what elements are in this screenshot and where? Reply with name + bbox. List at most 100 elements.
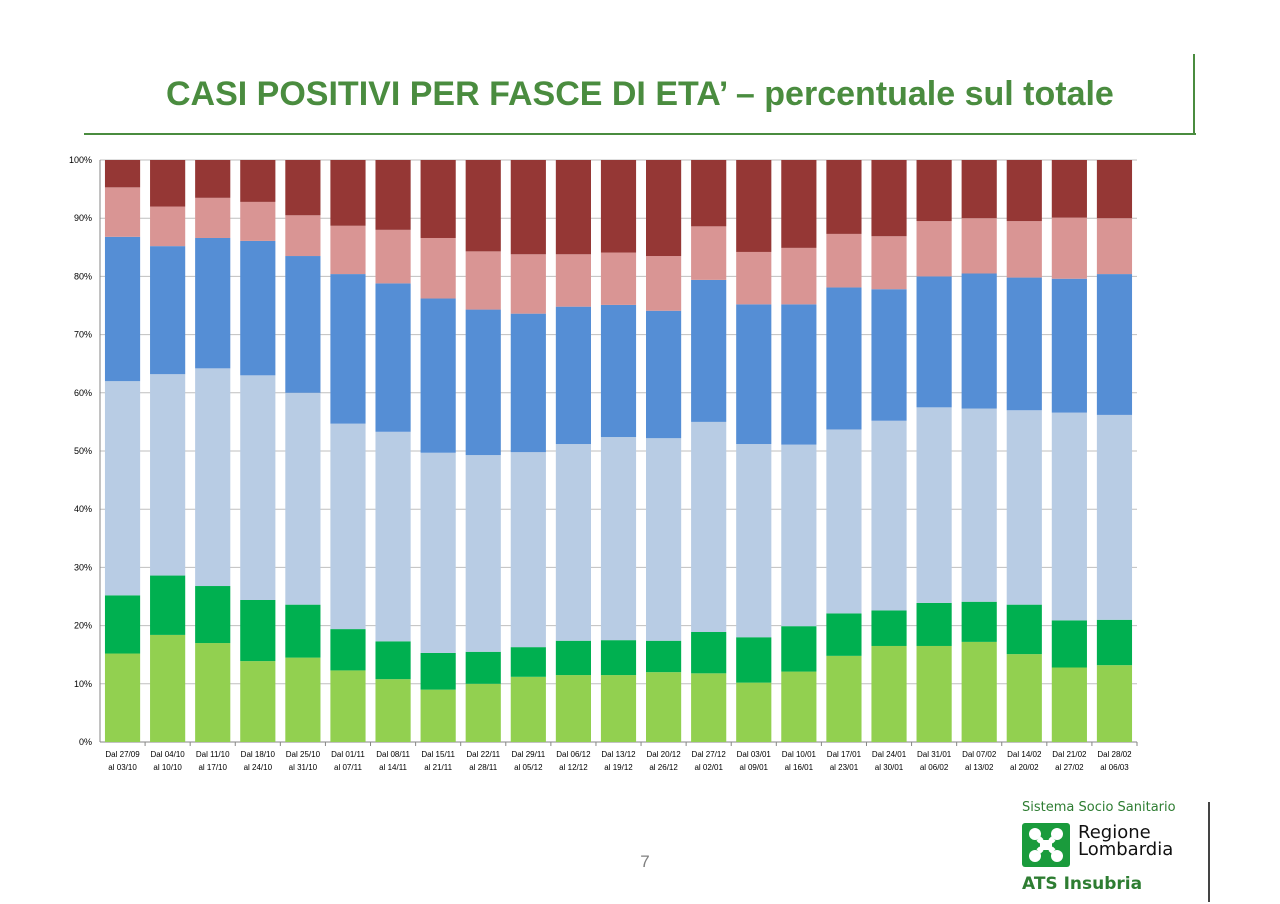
bar-segment	[961, 160, 997, 219]
x-tick-label: al 17/10	[198, 763, 227, 772]
x-tick-label: al 14/11	[379, 763, 407, 772]
y-tick-label: 100%	[69, 155, 92, 165]
regione-lombardia-cross-icon	[1022, 823, 1070, 867]
bar-segment	[1096, 274, 1133, 415]
bar-segment	[961, 408, 997, 602]
x-tick-label: Dal 11/10	[196, 750, 230, 759]
x-tick-label: al 06/03	[1100, 763, 1129, 772]
bar-segment	[555, 640, 591, 676]
bar-segment	[285, 604, 321, 658]
bar-segment	[375, 160, 411, 230]
bar-segment	[736, 251, 772, 305]
x-tick-label: Dal 08/11	[376, 750, 410, 759]
x-tick-label: Dal 27/09	[105, 750, 140, 759]
x-tick-label: al 30/01	[875, 763, 904, 772]
bar-segment	[195, 197, 231, 238]
x-tick-label: al 02/01	[694, 763, 723, 772]
bar-segment	[1051, 667, 1087, 742]
bar-segment	[646, 160, 682, 257]
x-tick-label: al 07/11	[334, 763, 362, 772]
bar-segment	[510, 452, 546, 648]
y-tick-label: 30%	[74, 562, 92, 572]
bar-segment	[510, 160, 546, 255]
bar-segment	[646, 310, 682, 439]
bar-segment	[1096, 218, 1133, 275]
bar-segment	[871, 289, 907, 421]
bar-segment	[465, 683, 501, 742]
bar-segment	[195, 237, 231, 369]
bar-segment	[555, 160, 591, 255]
bar-segment	[285, 160, 321, 216]
x-tick-label: Dal 14/02	[1007, 750, 1042, 759]
bar-segment	[961, 218, 997, 274]
bar-segment	[375, 641, 411, 680]
title-side-rule	[1193, 54, 1195, 134]
bar-segment	[961, 601, 997, 642]
x-tick-label: al 21/11	[424, 763, 452, 772]
bar-segment	[1096, 665, 1133, 742]
ats-insubria-logo: Sistema Socio Sanitario Regione Lombardi…	[1020, 800, 1200, 900]
bar-segment	[871, 160, 907, 237]
bar-segment	[555, 306, 591, 445]
bar-segment	[150, 575, 186, 635]
bar-segment	[1051, 412, 1087, 621]
x-tick-label: al 09/01	[740, 763, 769, 772]
x-tick-label: Dal 20/12	[646, 750, 681, 759]
bar-segment	[871, 610, 907, 646]
bar-segment	[691, 632, 727, 674]
bar-segment	[916, 221, 952, 277]
x-tick-label: al 31/10	[289, 763, 318, 772]
x-tick-label: al 10/10	[153, 763, 182, 772]
x-tick-label: Dal 31/01	[917, 750, 952, 759]
bar-segment	[691, 226, 727, 280]
bar-segment	[781, 160, 817, 248]
bar-segment	[330, 225, 366, 275]
bar-segment	[1006, 410, 1042, 605]
bar-segment	[240, 599, 276, 662]
bar-segment	[195, 368, 231, 587]
bar-segment	[285, 657, 321, 742]
x-tick-label: Dal 04/10	[151, 750, 186, 759]
bar-segment	[465, 309, 501, 456]
x-tick-label: Dal 17/01	[827, 750, 862, 759]
x-tick-label: Dal 29/11	[511, 750, 545, 759]
logo-region-line1: Regione	[1078, 822, 1151, 843]
bar-segment	[150, 246, 186, 375]
bar-segment	[420, 160, 456, 238]
x-tick-label: Dal 06/12	[556, 750, 591, 759]
bar-segment	[285, 392, 321, 605]
y-tick-label: 90%	[74, 213, 92, 223]
bar-segment	[1006, 277, 1042, 411]
logo-region-text: Regione Lombardia	[1078, 822, 1173, 859]
x-tick-label: al 12/12	[559, 763, 588, 772]
bar-segment	[375, 283, 411, 432]
x-tick-label: al 16/01	[785, 763, 814, 772]
x-tick-label: al 13/02	[965, 763, 994, 772]
bar-segment	[465, 455, 501, 652]
bar-segment	[1096, 160, 1133, 219]
bar-segment	[555, 254, 591, 307]
x-tick-label: Dal 18/10	[241, 750, 276, 759]
bar-segment	[375, 431, 411, 642]
bar-segment	[195, 160, 231, 198]
bar-segment	[871, 645, 907, 742]
bar-segment	[104, 381, 141, 596]
bar-segment	[916, 602, 952, 646]
bar-segment	[1051, 620, 1087, 668]
bar-segment	[916, 645, 952, 742]
bar-segment	[285, 256, 321, 393]
bar-segment	[420, 237, 456, 299]
bar-segment	[781, 247, 817, 305]
x-tick-label: Dal 07/02	[962, 750, 997, 759]
bar-segment	[916, 160, 952, 222]
bar-segment	[826, 655, 862, 742]
bar-segment	[916, 276, 952, 408]
bar-segment	[510, 254, 546, 314]
x-tick-label: Dal 01/11	[331, 750, 365, 759]
x-tick-label: al 24/10	[244, 763, 273, 772]
x-tick-label: Dal 28/02	[1097, 750, 1132, 759]
bar-segment	[510, 676, 546, 742]
page-title: CASI POSITIVI PER FASCE DI ETA’ – percen…	[166, 75, 1114, 113]
bar-segment	[240, 375, 276, 600]
